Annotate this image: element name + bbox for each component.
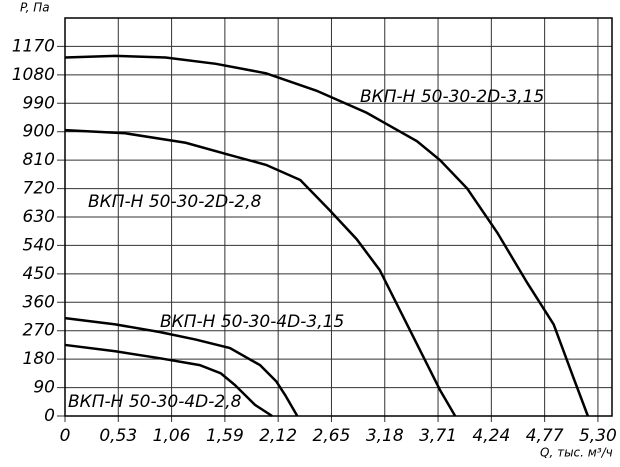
- x-tick-label: 5,30: [579, 426, 617, 446]
- y-tick-label: 360: [23, 292, 55, 312]
- x-tick-label: 0: [60, 426, 71, 446]
- curve-label: ВКП-Н 50-30-2D-2,8: [88, 192, 262, 212]
- curve-label: ВКП-Н 50-30-4D-3,15: [160, 312, 344, 332]
- curve-label: ВКП-Н 50-30-2D-3,15: [360, 87, 544, 107]
- curve: [64, 343, 273, 418]
- y-tick-label: 810: [23, 150, 55, 170]
- y-tick-label: 450: [23, 264, 55, 284]
- curve: [64, 128, 457, 417]
- y-tick-label: 990: [23, 93, 55, 113]
- y-tick-label: 630: [23, 207, 55, 227]
- x-tick-label: 2,12: [259, 426, 297, 446]
- x-tick-label: 3,18: [366, 426, 404, 446]
- y-tick-label: 720: [23, 179, 55, 199]
- x-tick-label: 4,77: [526, 426, 564, 446]
- y-tick-label: 90: [33, 378, 55, 398]
- y-tick-label: 0: [44, 406, 55, 426]
- y-tick-label: 270: [23, 321, 55, 341]
- curve-label: ВКП-Н 50-30-4D-2,8: [68, 392, 242, 412]
- x-axis-label: Q, тыс. м³/ч: [540, 446, 613, 460]
- y-axis-label: P, Па: [20, 1, 50, 15]
- x-tick-label: 1,06: [153, 426, 191, 446]
- y-tick-label: 900: [23, 122, 55, 142]
- x-tick-label: 1,59: [206, 426, 244, 446]
- curve: [64, 54, 590, 417]
- curve: [64, 316, 299, 417]
- x-tick-label: 0,53: [99, 426, 137, 446]
- y-tick-label: 540: [23, 235, 55, 255]
- y-tick-label: 1080: [12, 65, 55, 85]
- x-tick-label: 2,65: [313, 426, 351, 446]
- plot-frame: [64, 17, 613, 417]
- y-tick-label: 180: [23, 349, 55, 369]
- y-tick-label: 1170: [12, 36, 55, 56]
- x-tick-label: 4,24: [472, 426, 510, 446]
- x-tick-label: 3,71: [419, 426, 457, 446]
